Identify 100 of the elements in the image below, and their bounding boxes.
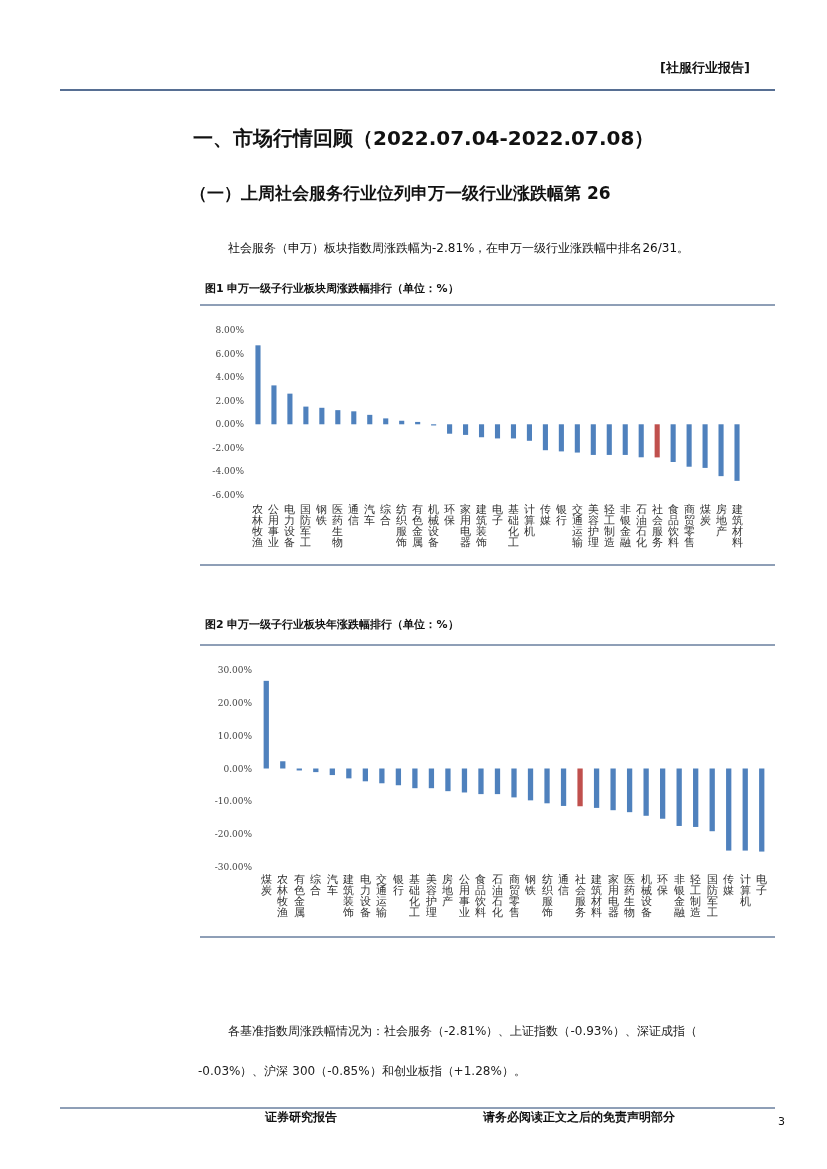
y-tick-label: 0.00% bbox=[223, 763, 253, 774]
x-tick-label: 电子 bbox=[492, 503, 503, 526]
x-tick-label: 房地产 bbox=[441, 873, 454, 907]
bar bbox=[560, 768, 567, 806]
bar bbox=[511, 768, 517, 798]
x-tick-label: 有色金属 bbox=[293, 873, 305, 918]
bar bbox=[558, 424, 564, 452]
x-tick-label: 石油石化 bbox=[491, 873, 503, 918]
bar bbox=[527, 768, 534, 801]
bar bbox=[622, 424, 628, 455]
text: 各基准指数周涨跌幅情况为：社会服务（-2.81%）、上证指数（-0.93%）、深证成指（-0.03%）、沪深 300（-0.85%）和创业板指（+1.28%）。 bbox=[198, 1024, 697, 1078]
bar bbox=[702, 424, 708, 468]
y-tick-label: 20.00% bbox=[217, 697, 253, 708]
x-tick-label: 煤炭 bbox=[260, 873, 272, 896]
bar bbox=[626, 768, 633, 813]
x-tick-label: 纺织服饰 bbox=[395, 503, 408, 548]
bar bbox=[478, 768, 484, 795]
bar bbox=[670, 424, 676, 462]
bar bbox=[544, 768, 550, 804]
x-tick-label: 轻工制造 bbox=[690, 873, 702, 918]
x-tick-label: 美容护理 bbox=[586, 503, 599, 548]
x-tick-label: 家用电器 bbox=[460, 503, 472, 548]
x-tick-label: 建筑装饰 bbox=[475, 503, 488, 548]
x-tick-label: 基础化工 bbox=[408, 873, 421, 918]
bar bbox=[610, 768, 616, 811]
bar bbox=[676, 768, 682, 826]
bar bbox=[510, 424, 517, 439]
bar bbox=[271, 385, 277, 425]
x-tick-label: 公用事业 bbox=[268, 503, 280, 548]
x-tick-label: 机械设备 bbox=[428, 503, 440, 548]
bar bbox=[428, 768, 435, 789]
bar bbox=[335, 410, 341, 425]
bar bbox=[383, 418, 389, 425]
x-tick-label: 建筑装饰 bbox=[342, 873, 355, 918]
x-tick-label: 商贸零售 bbox=[683, 503, 695, 548]
x-tick-label: 环保 bbox=[444, 503, 456, 526]
bar bbox=[742, 768, 748, 851]
x-tick-label: 银行 bbox=[554, 503, 567, 526]
x-tick-label: 汽车 bbox=[326, 873, 338, 896]
bar bbox=[590, 424, 596, 455]
text: [社服行业报告] bbox=[660, 60, 750, 75]
bar bbox=[660, 768, 666, 819]
x-tick-label: 电力设备 bbox=[359, 873, 371, 918]
bar bbox=[351, 411, 357, 425]
x-tick-label: 计算机 bbox=[739, 873, 751, 907]
bar bbox=[447, 424, 453, 434]
x-tick-label: 非银金融 bbox=[618, 503, 631, 548]
bar bbox=[445, 768, 451, 792]
bar bbox=[709, 768, 715, 832]
bar bbox=[303, 406, 309, 425]
x-tick-label: 银行 bbox=[391, 873, 404, 896]
x-tick-label: 轻工制造 bbox=[603, 503, 615, 548]
bar bbox=[526, 424, 532, 441]
x-tick-label: 医药生物 bbox=[624, 873, 636, 918]
bar bbox=[759, 768, 765, 852]
y-tick-label: -20.00% bbox=[214, 829, 253, 840]
text: 一、市场行情回顾（2022.07.04-2022.07.08） bbox=[193, 126, 655, 150]
bar bbox=[643, 768, 649, 816]
text: 请务必阅读正文之后的免责声明部分 bbox=[482, 1110, 676, 1124]
x-tick-label: 国防军工 bbox=[300, 503, 312, 548]
bar bbox=[255, 345, 261, 425]
chart-title: 图1 申万一级子行业板块周涨跌幅排行（单位：%） bbox=[205, 282, 459, 295]
x-tick-label: 家用电器 bbox=[607, 873, 619, 918]
x-tick-label: 社会服务 bbox=[574, 873, 586, 918]
x-tick-label: 有色金属 bbox=[412, 503, 424, 548]
x-tick-label: 综合 bbox=[310, 873, 322, 896]
x-tick-label: 建筑材料 bbox=[730, 503, 743, 548]
bar bbox=[367, 414, 373, 425]
bar bbox=[577, 768, 583, 807]
x-tick-label: 农林牧渔 bbox=[251, 503, 264, 548]
y-tick-label: 8.00% bbox=[215, 325, 245, 335]
x-tick-label: 机械设备 bbox=[640, 873, 652, 918]
text: 证券研究报告 bbox=[264, 1110, 337, 1124]
chart-title: 图2 申万一级子行业板块年涨跌幅排行（单位：%） bbox=[205, 618, 459, 631]
x-tick-label: 食品饮料 bbox=[474, 873, 487, 918]
x-tick-label: 电力设备 bbox=[284, 503, 296, 548]
x-tick-label: 通信 bbox=[348, 503, 360, 526]
x-tick-label: 建筑材料 bbox=[590, 873, 603, 918]
y-tick-label: -2.00% bbox=[212, 442, 245, 453]
x-tick-label: 基础化工 bbox=[506, 503, 519, 548]
x-tick-label: 公用事业 bbox=[458, 873, 470, 918]
x-tick-label: 钢铁 bbox=[315, 503, 328, 526]
text: （一）上周社会服务行业位列申万一级行业涨跌幅第 26 bbox=[190, 183, 611, 203]
x-tick-label: 综合 bbox=[380, 503, 392, 526]
x-tick-label: 煤炭 bbox=[699, 503, 711, 526]
y-tick-label: 2.00% bbox=[215, 395, 245, 406]
x-tick-label: 国防军工 bbox=[706, 873, 718, 918]
x-tick-label: 社会服务 bbox=[651, 503, 663, 548]
bar bbox=[287, 393, 293, 425]
x-tick-label: 农林牧渔 bbox=[276, 873, 289, 918]
bar bbox=[494, 424, 501, 439]
bar bbox=[638, 424, 644, 458]
bar bbox=[463, 424, 469, 435]
x-tick-label: 房地产 bbox=[714, 503, 727, 537]
y-tick-label: -30.00% bbox=[214, 862, 253, 872]
bar bbox=[412, 768, 418, 789]
x-tick-label: 非银金融 bbox=[672, 873, 685, 918]
x-tick-label: 石油石化 bbox=[635, 503, 647, 548]
bar bbox=[693, 768, 699, 827]
bar bbox=[478, 424, 485, 438]
